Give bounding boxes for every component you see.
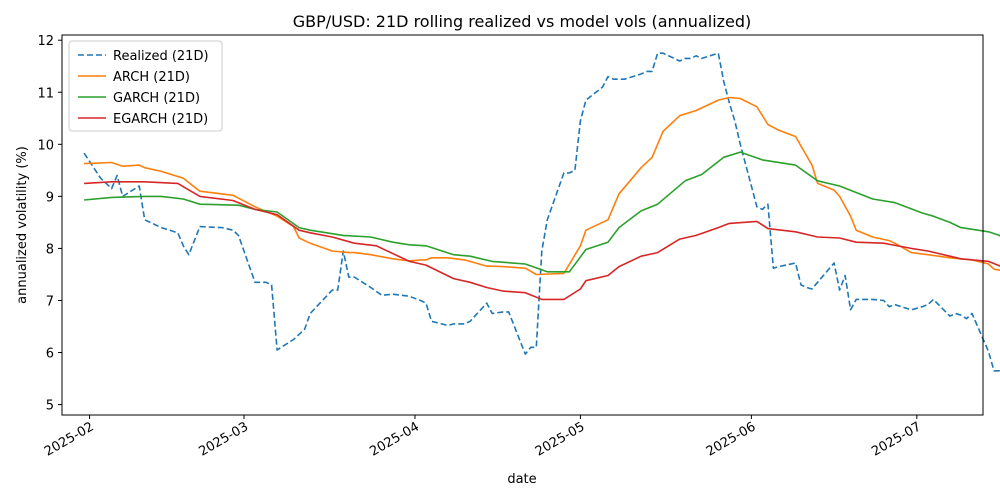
y-tick-label: 12 (37, 34, 54, 49)
y-tick-label: 6 (46, 347, 54, 362)
y-axis: 5 6 7 8 9 10 11 12 (37, 34, 62, 414)
legend-label: GARCH (21D) (113, 91, 200, 106)
legend-label: Realized (21D) (113, 49, 209, 64)
y-axis-label: annualized volatility (%) (15, 146, 30, 304)
legend-box (68, 40, 223, 132)
plot-frame (61, 34, 984, 416)
legend-label: ARCH (21D) (113, 70, 190, 85)
y-tick-label: 11 (37, 86, 54, 101)
y-tick-label: 8 (46, 242, 54, 257)
x-axis-label: date (507, 472, 536, 487)
y-tick-label: 5 (46, 399, 54, 414)
legend: Realized (21D) ARCH (21D) GARCH (21D) EGARC… (68, 40, 223, 132)
series-layer (83, 52, 1000, 372)
series-line-garch (84, 151, 1000, 273)
series-line-egarch (84, 181, 1000, 301)
legend-label: EGARCH (21D) (113, 112, 208, 127)
series-line-realized (83, 52, 1000, 372)
y-tick-label: 7 (46, 294, 54, 309)
y-tick-label: 10 (37, 138, 54, 153)
chart-title: GBP/USD: 21D rolling realized vs model v… (293, 12, 752, 31)
series-line-arch (84, 96, 1000, 276)
y-tick-label: 9 (46, 190, 54, 205)
